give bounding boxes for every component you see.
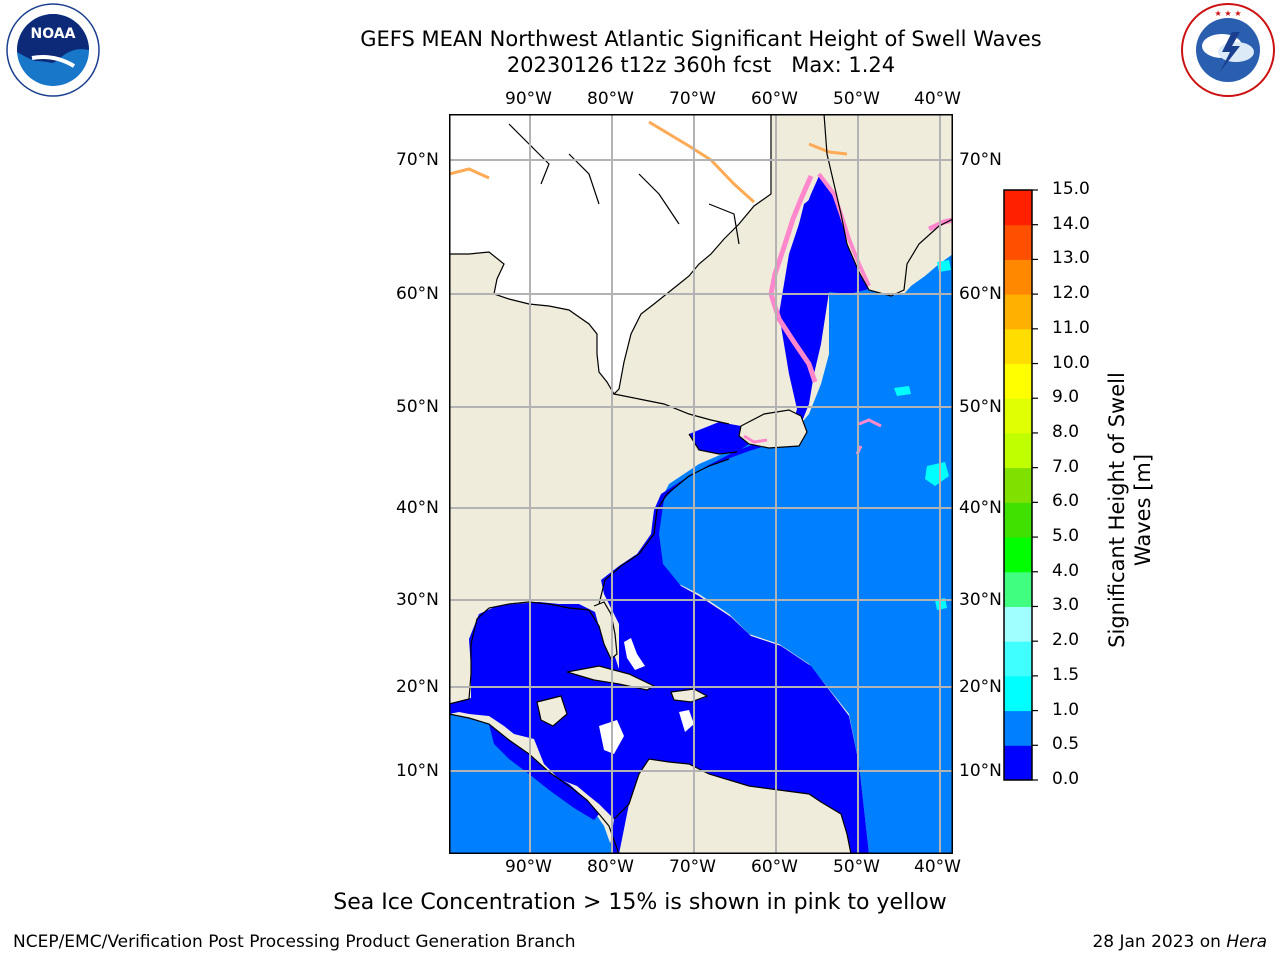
colorbar-segment [1004, 432, 1032, 469]
colorbar-segment [1004, 328, 1032, 365]
graticule [449, 114, 953, 854]
sea-ice-labrador [768, 175, 818, 383]
lat-label-right: 50°N [959, 397, 1002, 417]
title-line-2: 20230126 t12z 360h fcst Max: 1.24 [506, 53, 896, 77]
gulf-st-lawrence [689, 422, 749, 454]
lat-label-left: 10°N [396, 761, 439, 781]
colorbar-segment [1004, 606, 1032, 642]
lon-label-top: 80°W [587, 89, 634, 109]
newfoundland-land [739, 410, 807, 448]
lat-label-left: 30°N [396, 590, 439, 610]
colorbar-tick-label: 15.0 [1052, 179, 1090, 199]
footer-host: Hera [1226, 932, 1267, 952]
pacific-ocean-swell [449, 714, 614, 854]
colorbar-segment [1004, 571, 1032, 607]
colorbar-tick-label: 4.0 [1052, 560, 1080, 581]
colorbar-tick-label: 2.0 [1052, 630, 1080, 651]
colorbar-tick-label: 10.0 [1052, 352, 1090, 373]
lon-label-top: 60°W [751, 89, 798, 109]
lat-label-left: 60°N [396, 284, 439, 304]
colorbar-segment [1004, 294, 1032, 330]
footer-left: NCEP/EMC/Verification Post Processing Pr… [13, 932, 576, 952]
colorbar-tick-label: 0.0 [1052, 769, 1080, 789]
sea-ice-arctic [449, 120, 848, 204]
lat-label-right: 40°N [959, 498, 1002, 518]
labrador-sea-swell [784, 176, 869, 339]
noaa-logo: NOAA [6, 3, 100, 97]
sea-ice-greenland [817, 172, 871, 287]
lon-label-bottom: 90°W [505, 857, 552, 877]
lat-label-right: 10°N [959, 761, 1002, 781]
footer-date: 28 Jan 2023 on [1092, 932, 1227, 952]
title-line-1: GEFS MEAN Northwest Atlantic Significant… [360, 27, 1042, 51]
lat-label-left: 70°N [396, 150, 439, 170]
colorbar-tick-label: 7.0 [1052, 456, 1080, 477]
ocean-swell-0-0.5 [449, 196, 869, 854]
colorbar-segment [1004, 745, 1032, 781]
lat-label-left: 40°N [396, 498, 439, 518]
lon-label-top: 40°W [914, 89, 961, 109]
colorbar-tick-label: 5.0 [1052, 526, 1080, 547]
lon-label-top: 90°W [505, 89, 552, 109]
colorbar [1003, 189, 1038, 781]
lon-label-bottom: 70°W [669, 857, 716, 877]
cuba-land [567, 666, 654, 690]
colorbar-segment [1004, 710, 1032, 746]
nws-logo: ★ ★ ★ [1181, 3, 1275, 97]
colorbar-segment [1004, 675, 1032, 712]
bahamas-no-data [624, 638, 645, 670]
colorbar-tick-label: 3.0 [1052, 595, 1080, 616]
svg-text:★ ★ ★: ★ ★ ★ [1214, 9, 1241, 18]
lon-label-top: 50°W [833, 89, 880, 109]
colorbar-tick-label: 1.5 [1052, 664, 1080, 685]
map-frame [449, 114, 953, 854]
colorbar-tick-label: 9.0 [1052, 387, 1080, 408]
yucatan-land [537, 696, 567, 726]
lat-label-right: 60°N [959, 284, 1002, 304]
colorbar-label: Significant Height of Swell Waves [m] [1104, 310, 1156, 710]
lat-label-right: 20°N [959, 677, 1002, 697]
lesser-antilles-no-data [679, 710, 694, 732]
colorbar-tick-label: 6.0 [1052, 491, 1080, 512]
noaa-logo-text: NOAA [31, 26, 76, 42]
map-title: GEFS MEAN Northwest Atlantic Significant… [0, 26, 1280, 78]
lat-label-right: 70°N [959, 150, 1002, 170]
colorbar-frame [1003, 189, 1033, 781]
colorbar-segment [1004, 502, 1032, 538]
lon-label-bottom: 80°W [587, 857, 634, 877]
ocean-swell-0.5-1.0 [654, 254, 953, 854]
colorbar-tick-label: 1.0 [1052, 699, 1080, 720]
colorbar-label-line-2: Waves [m] [1131, 453, 1155, 567]
swell-height-map [449, 114, 953, 854]
swell-1.0-1.5-patch-3 [894, 386, 911, 396]
lon-label-bottom: 40°W [914, 857, 961, 877]
lon-label-bottom: 60°W [751, 857, 798, 877]
footer-right: 28 Jan 2023 on Hera [1092, 932, 1267, 952]
colorbar-segment [1004, 537, 1032, 573]
lat-label-left: 20°N [396, 677, 439, 697]
sea-ice-note: Sea Ice Concentration > 15% is shown in … [333, 890, 947, 915]
colorbar-segment [1004, 363, 1032, 399]
colorbar-segment [1004, 467, 1032, 503]
colorbar-tick-label: 12.0 [1052, 283, 1090, 304]
colorbar-tick-label: 13.0 [1052, 248, 1090, 269]
colorbar-segment [1004, 398, 1032, 434]
colorbar-segment [1004, 259, 1032, 295]
lat-label-right: 30°N [959, 590, 1002, 610]
colorbar-tick-label: 14.0 [1052, 213, 1090, 234]
colorbar-segment [1004, 224, 1032, 260]
lon-label-bottom: 50°W [833, 857, 880, 877]
swell-1.0-1.5-patch-1 [925, 462, 949, 486]
lon-label-top: 70°W [669, 89, 716, 109]
lat-label-left: 50°N [396, 397, 439, 417]
colorbar-segment [1004, 641, 1032, 677]
colorbar-tick-label: 0.5 [1052, 734, 1080, 755]
colorbar-tick-label: 8.0 [1052, 421, 1080, 442]
colorbar-segment [1004, 190, 1032, 226]
colorbar-tick-label: 11.0 [1052, 317, 1090, 338]
colorbar-label-line-1: Significant Height of Swell [1105, 372, 1129, 648]
